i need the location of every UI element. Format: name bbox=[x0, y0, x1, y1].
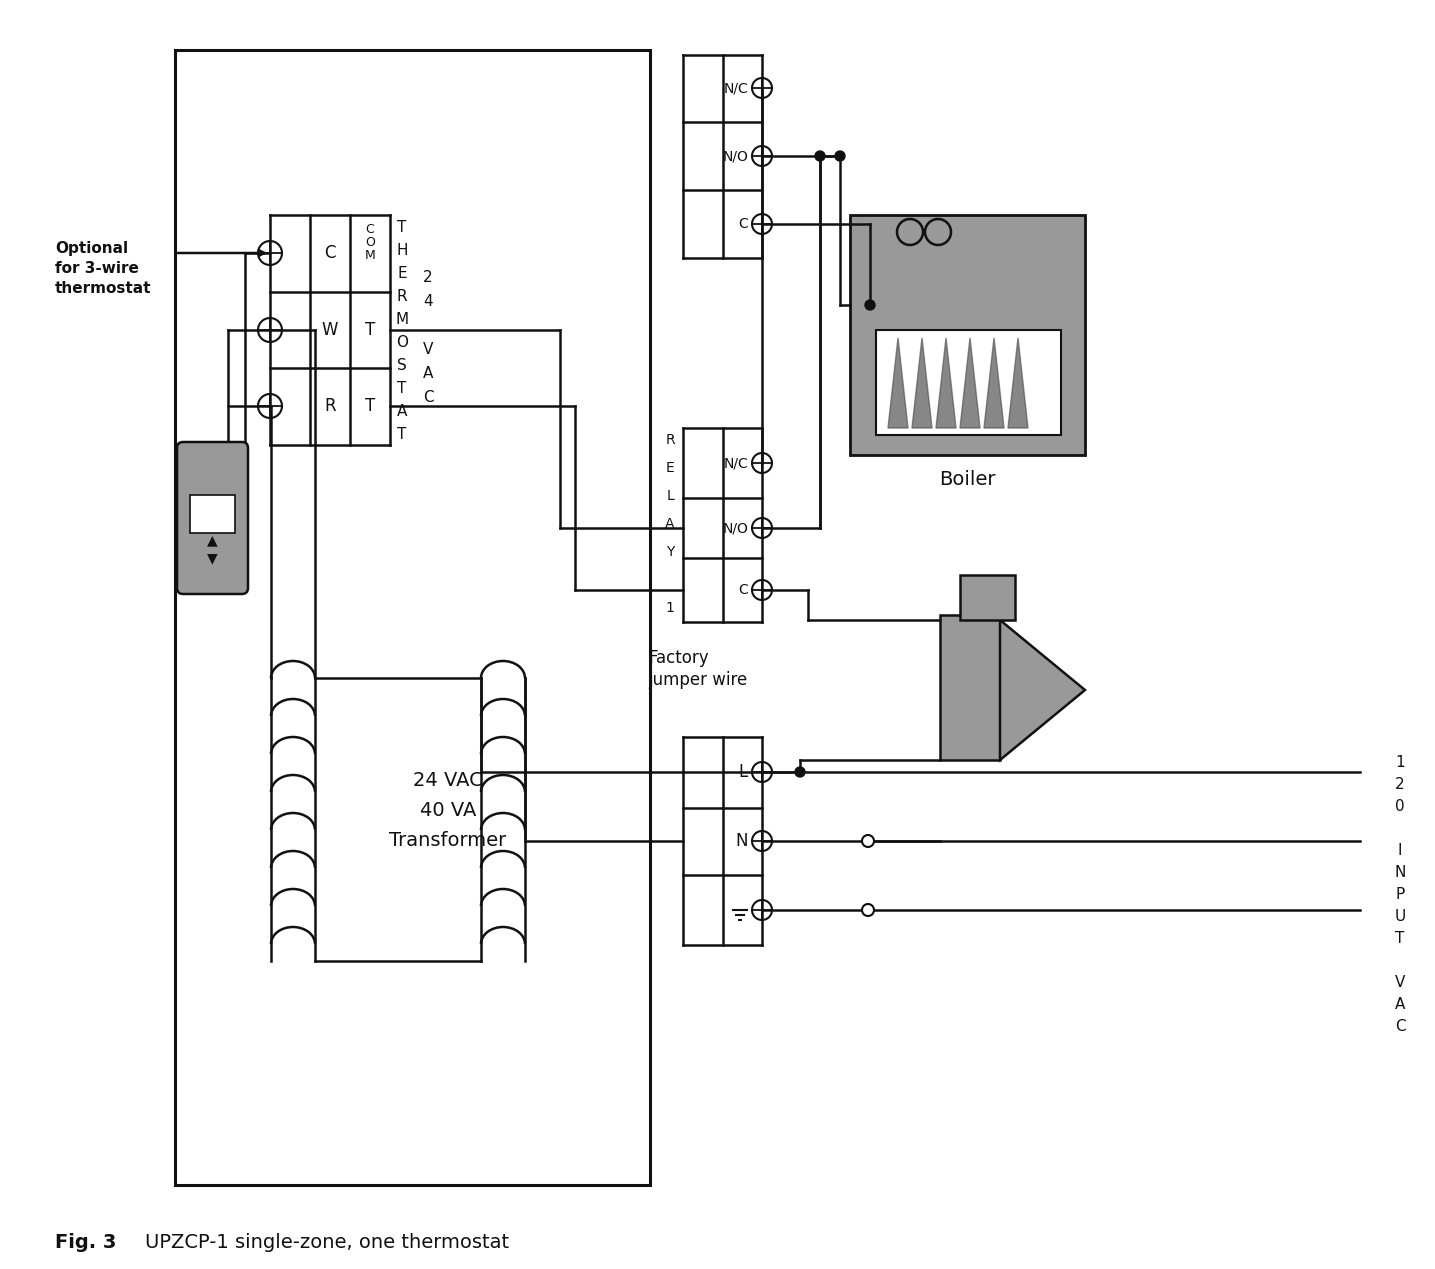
Bar bbox=[189, 495, 235, 533]
FancyBboxPatch shape bbox=[177, 442, 248, 594]
Text: 2: 2 bbox=[1395, 777, 1405, 792]
Text: O: O bbox=[396, 335, 408, 350]
Bar bbox=[960, 575, 1015, 621]
Text: M: M bbox=[396, 312, 409, 327]
Bar bbox=[875, 330, 1060, 435]
Text: Factory: Factory bbox=[649, 648, 709, 667]
Text: 4: 4 bbox=[423, 294, 433, 308]
Text: L: L bbox=[739, 763, 748, 780]
Text: T: T bbox=[364, 397, 375, 415]
Text: 2: 2 bbox=[423, 270, 433, 286]
Text: C: C bbox=[423, 390, 433, 405]
Text: S: S bbox=[397, 358, 408, 373]
Text: O: O bbox=[364, 236, 375, 249]
Bar bbox=[175, 49, 650, 1185]
Text: T: T bbox=[397, 220, 406, 235]
Text: V: V bbox=[423, 343, 433, 357]
Text: Y: Y bbox=[666, 544, 674, 560]
Text: A: A bbox=[1395, 997, 1405, 1011]
Text: UPZCP-1 single-zone, one thermostat: UPZCP-1 single-zone, one thermostat bbox=[145, 1232, 509, 1251]
Polygon shape bbox=[1000, 621, 1085, 760]
Circle shape bbox=[835, 151, 845, 161]
Text: 40 VA: 40 VA bbox=[420, 801, 476, 820]
Text: 1: 1 bbox=[666, 602, 674, 615]
Text: A: A bbox=[423, 365, 433, 381]
Text: N: N bbox=[736, 832, 748, 850]
Text: U: U bbox=[1395, 909, 1406, 924]
Text: 1: 1 bbox=[1395, 755, 1405, 770]
Text: R: R bbox=[666, 433, 674, 447]
Polygon shape bbox=[984, 338, 1004, 428]
Text: M: M bbox=[364, 249, 376, 261]
Bar bbox=[940, 615, 1000, 760]
Text: A: A bbox=[397, 404, 408, 419]
Text: T: T bbox=[397, 426, 406, 442]
Text: N/O: N/O bbox=[722, 148, 748, 162]
Text: jumper wire: jumper wire bbox=[649, 671, 748, 689]
Circle shape bbox=[815, 151, 825, 161]
Text: N/C: N/C bbox=[723, 81, 748, 95]
Text: for 3-wire: for 3-wire bbox=[55, 260, 139, 275]
Circle shape bbox=[795, 766, 805, 777]
Text: R: R bbox=[396, 289, 408, 305]
Text: Fig. 3: Fig. 3 bbox=[55, 1232, 116, 1251]
Text: Optional: Optional bbox=[55, 241, 128, 255]
Circle shape bbox=[865, 299, 875, 310]
Text: T: T bbox=[397, 381, 406, 396]
Text: H: H bbox=[396, 242, 408, 258]
Polygon shape bbox=[913, 338, 931, 428]
Text: C: C bbox=[738, 217, 748, 231]
Text: ▼: ▼ bbox=[207, 551, 218, 565]
Text: C: C bbox=[366, 223, 375, 236]
Text: 0: 0 bbox=[1395, 799, 1405, 813]
Bar bbox=[850, 214, 1085, 456]
Text: N: N bbox=[1395, 865, 1406, 879]
Polygon shape bbox=[888, 338, 908, 428]
Text: L: L bbox=[666, 489, 674, 503]
Text: 24 VAC: 24 VAC bbox=[413, 770, 482, 789]
Text: I: I bbox=[1398, 843, 1402, 858]
Text: E: E bbox=[397, 266, 406, 280]
Text: V: V bbox=[1395, 975, 1405, 990]
Circle shape bbox=[862, 904, 874, 916]
Text: R: R bbox=[324, 397, 336, 415]
Text: C: C bbox=[1395, 1019, 1405, 1034]
Text: P: P bbox=[1395, 887, 1405, 902]
Text: A: A bbox=[666, 516, 674, 530]
Polygon shape bbox=[936, 338, 956, 428]
Text: Boiler: Boiler bbox=[938, 470, 996, 489]
Text: N/O: N/O bbox=[722, 522, 748, 536]
Text: C: C bbox=[738, 582, 748, 596]
Text: ▲: ▲ bbox=[207, 533, 218, 547]
Text: E: E bbox=[666, 461, 674, 475]
Polygon shape bbox=[1007, 338, 1027, 428]
Text: T: T bbox=[1395, 931, 1405, 945]
Circle shape bbox=[862, 835, 874, 846]
Text: W: W bbox=[321, 321, 339, 339]
Text: C: C bbox=[324, 244, 336, 261]
Polygon shape bbox=[960, 338, 980, 428]
Text: thermostat: thermostat bbox=[55, 280, 152, 296]
Text: T: T bbox=[364, 321, 375, 339]
Text: Transformer: Transformer bbox=[389, 830, 507, 849]
Text: N/C: N/C bbox=[723, 456, 748, 470]
